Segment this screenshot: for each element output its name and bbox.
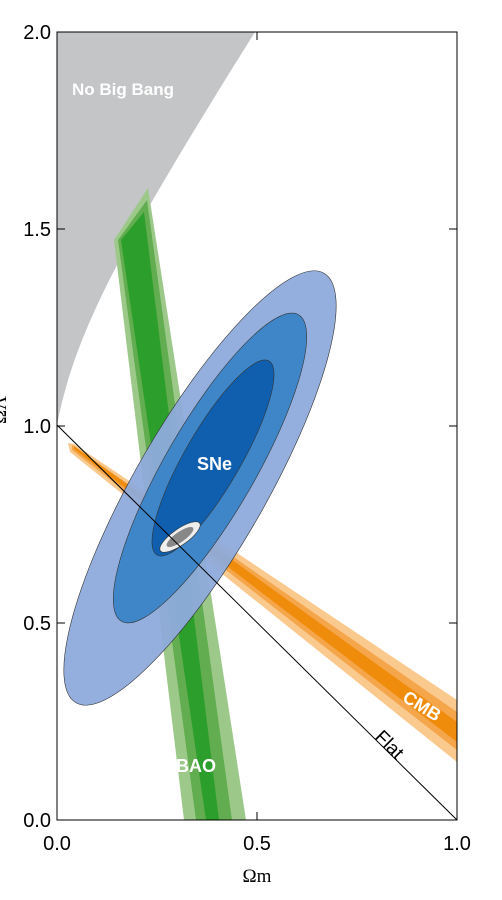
plot-area <box>57 32 457 820</box>
combined-inner <box>166 526 194 548</box>
annotation: Flat <box>370 727 408 765</box>
x-tick-label: 0.5 <box>243 833 271 855</box>
sne-inner <box>151 359 275 557</box>
y-tick-label: 0.0 <box>23 810 51 832</box>
y-axis-label: ΩΛ <box>0 396 11 424</box>
flat-line <box>57 424 457 820</box>
no-big-bang-region <box>57 32 255 425</box>
y-tick-label: 1.0 <box>23 416 51 438</box>
y-tick-label: 0.5 <box>23 613 51 635</box>
x-tick-label: 0.0 <box>43 833 71 855</box>
x-axis-label: Ωm <box>243 866 272 887</box>
annotation: BAO <box>176 756 216 776</box>
x-tick-label: 1.0 <box>443 833 471 855</box>
annotation: No Big Bang <box>72 80 174 99</box>
annotation: SNe <box>197 454 232 474</box>
y-tick-label: 2.0 <box>23 22 51 44</box>
y-tick-label: 1.5 <box>23 219 51 241</box>
